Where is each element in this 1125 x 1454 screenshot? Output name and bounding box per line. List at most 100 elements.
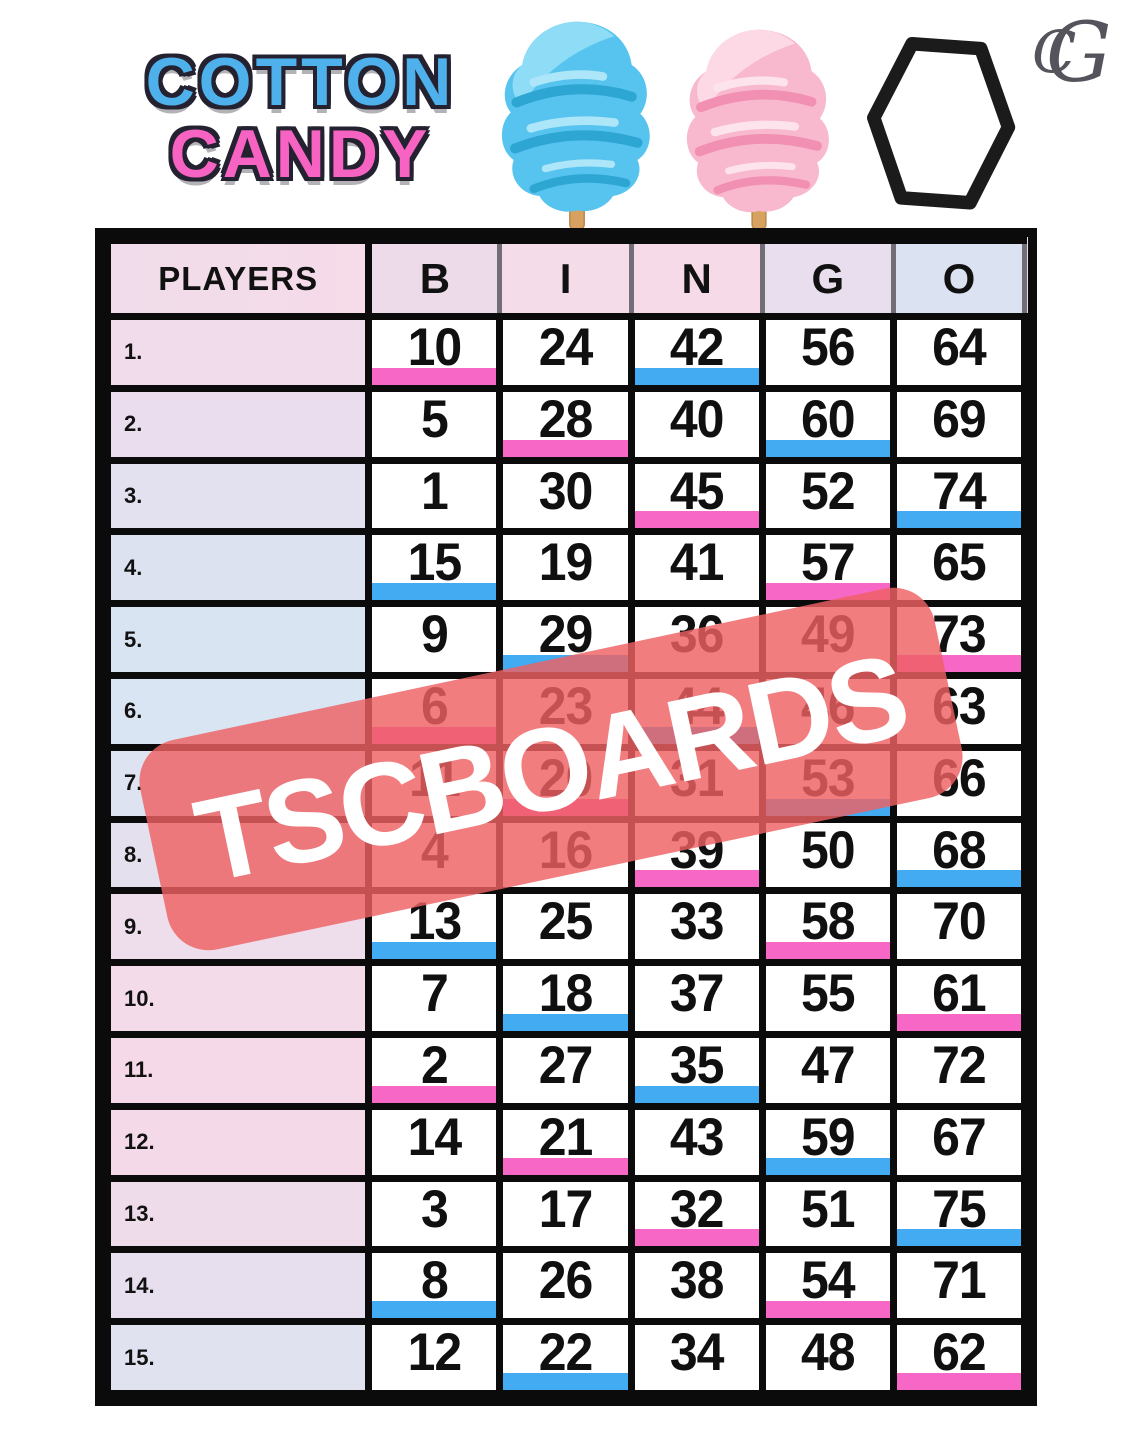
player-row-label: 11. <box>103 1030 373 1110</box>
column-header-b: B <box>366 237 503 320</box>
cell-number: 18 <box>538 964 594 1023</box>
number-cell: 40 <box>627 384 766 464</box>
number-cell: 69 <box>889 384 1029 464</box>
cell-number: 12 <box>407 1323 463 1382</box>
board-row: 4. 15 19 41 57 65 <box>103 528 1029 608</box>
number-cell: 62 <box>889 1318 1029 1397</box>
number-cell: 33 <box>627 887 766 967</box>
cell-number: 61 <box>932 964 987 1023</box>
number-cell: 60 <box>758 384 897 464</box>
board-row: 13. 3 17 32 51 75 <box>103 1174 1029 1254</box>
number-cell: 72 <box>889 1030 1029 1110</box>
cg-monogram-icon: C G <box>1030 4 1120 104</box>
page-title: COTTON CANDY <box>118 48 483 188</box>
number-cell: 26 <box>496 1246 635 1326</box>
number-cell: 43 <box>627 1102 766 1182</box>
cell-number: 51 <box>800 1179 856 1239</box>
cell-number: 19 <box>538 533 594 593</box>
cell-number: 24 <box>538 317 594 377</box>
cell-number: 60 <box>800 389 856 449</box>
number-cell: 51 <box>758 1174 897 1254</box>
blue-highlight-bar <box>375 942 493 956</box>
pink-highlight-bar <box>638 511 756 525</box>
cell-number: 28 <box>538 389 594 449</box>
player-row-label: 3. <box>103 456 373 536</box>
cell-number: 25 <box>538 892 594 952</box>
cell-number: 38 <box>669 1251 725 1311</box>
cell-number: 40 <box>669 389 725 449</box>
blue-highlight-bar <box>769 439 887 454</box>
cell-number: 34 <box>669 1323 725 1382</box>
blue-highlight-bar <box>506 1013 625 1028</box>
blue-highlight-bar <box>638 367 756 382</box>
pink-highlight-bar <box>769 583 887 597</box>
number-cell: 24 <box>496 313 635 392</box>
number-cell: 18 <box>496 959 635 1038</box>
number-cell: 30 <box>496 456 635 536</box>
number-cell: 27 <box>496 1030 635 1110</box>
number-cell: 71 <box>889 1246 1029 1326</box>
number-cell: 7 <box>365 959 504 1038</box>
players-header-cell: PLAYERS <box>103 237 373 320</box>
column-header-g: G <box>759 237 896 320</box>
cell-number: 68 <box>932 820 987 880</box>
number-cell: 75 <box>889 1174 1029 1254</box>
pink-cotton-candy-icon <box>686 29 829 230</box>
monogram-letter-g: G <box>1046 6 1112 101</box>
player-row-label: 13. <box>103 1174 373 1254</box>
number-cell: 58 <box>758 887 897 967</box>
number-cell: 5 <box>365 384 504 464</box>
number-cell: 2 <box>365 1030 504 1110</box>
cell-number: 55 <box>800 964 856 1023</box>
number-cell: 17 <box>496 1174 635 1254</box>
cell-number: 52 <box>800 461 856 521</box>
column-header-i: I <box>497 237 634 320</box>
cell-number: 3 <box>421 1179 449 1239</box>
number-cell: 9 <box>365 600 504 679</box>
blue-highlight-bar <box>900 511 1018 525</box>
cell-number: 45 <box>669 461 725 521</box>
blue-highlight-bar <box>375 1301 493 1315</box>
pink-highlight-bar <box>375 1085 493 1100</box>
number-cell: 14 <box>365 1102 504 1182</box>
cell-number: 5 <box>421 389 449 449</box>
board-row: 12. 14 21 43 59 67 <box>103 1102 1029 1182</box>
number-cell: 47 <box>758 1030 897 1110</box>
cell-number: 37 <box>669 964 725 1023</box>
player-row-label: 2. <box>103 384 373 464</box>
number-cell: 12 <box>365 1318 504 1397</box>
board-header-row: PLAYERS B I N G O <box>103 237 1028 320</box>
player-row-label: 14. <box>103 1246 373 1326</box>
cell-number: 26 <box>538 1251 594 1311</box>
number-cell: 19 <box>496 528 635 608</box>
player-row-label: 5. <box>103 600 373 679</box>
cell-number: 10 <box>407 317 463 377</box>
number-cell: 41 <box>627 528 766 608</box>
column-header-o: O <box>890 237 1028 320</box>
number-cell: 3 <box>365 1174 504 1254</box>
pink-highlight-bar <box>638 1229 756 1243</box>
cell-number: 22 <box>538 1323 594 1382</box>
blue-highlight-bar <box>375 583 493 597</box>
cell-number: 33 <box>669 892 725 952</box>
number-cell: 45 <box>627 456 766 536</box>
pink-highlight-bar <box>506 439 625 454</box>
cell-number: 65 <box>932 533 987 593</box>
number-cell: 56 <box>758 313 897 392</box>
board-row: 3. 1 30 45 52 74 <box>103 456 1029 536</box>
player-row-label: 12. <box>103 1102 373 1182</box>
board-row: 14. 8 26 38 54 71 <box>103 1246 1029 1326</box>
cell-number: 35 <box>669 1035 725 1095</box>
cell-number: 7 <box>421 964 449 1023</box>
number-cell: 67 <box>889 1102 1029 1182</box>
pink-highlight-bar <box>769 942 887 956</box>
cell-number: 8 <box>421 1251 449 1311</box>
pink-highlight-bar <box>506 1157 625 1172</box>
number-cell: 50 <box>758 815 897 895</box>
cell-number: 58 <box>800 892 856 952</box>
number-cell: 1 <box>365 456 504 536</box>
cell-number: 50 <box>800 820 856 880</box>
cell-number: 57 <box>800 533 856 593</box>
cell-number: 30 <box>538 461 594 521</box>
